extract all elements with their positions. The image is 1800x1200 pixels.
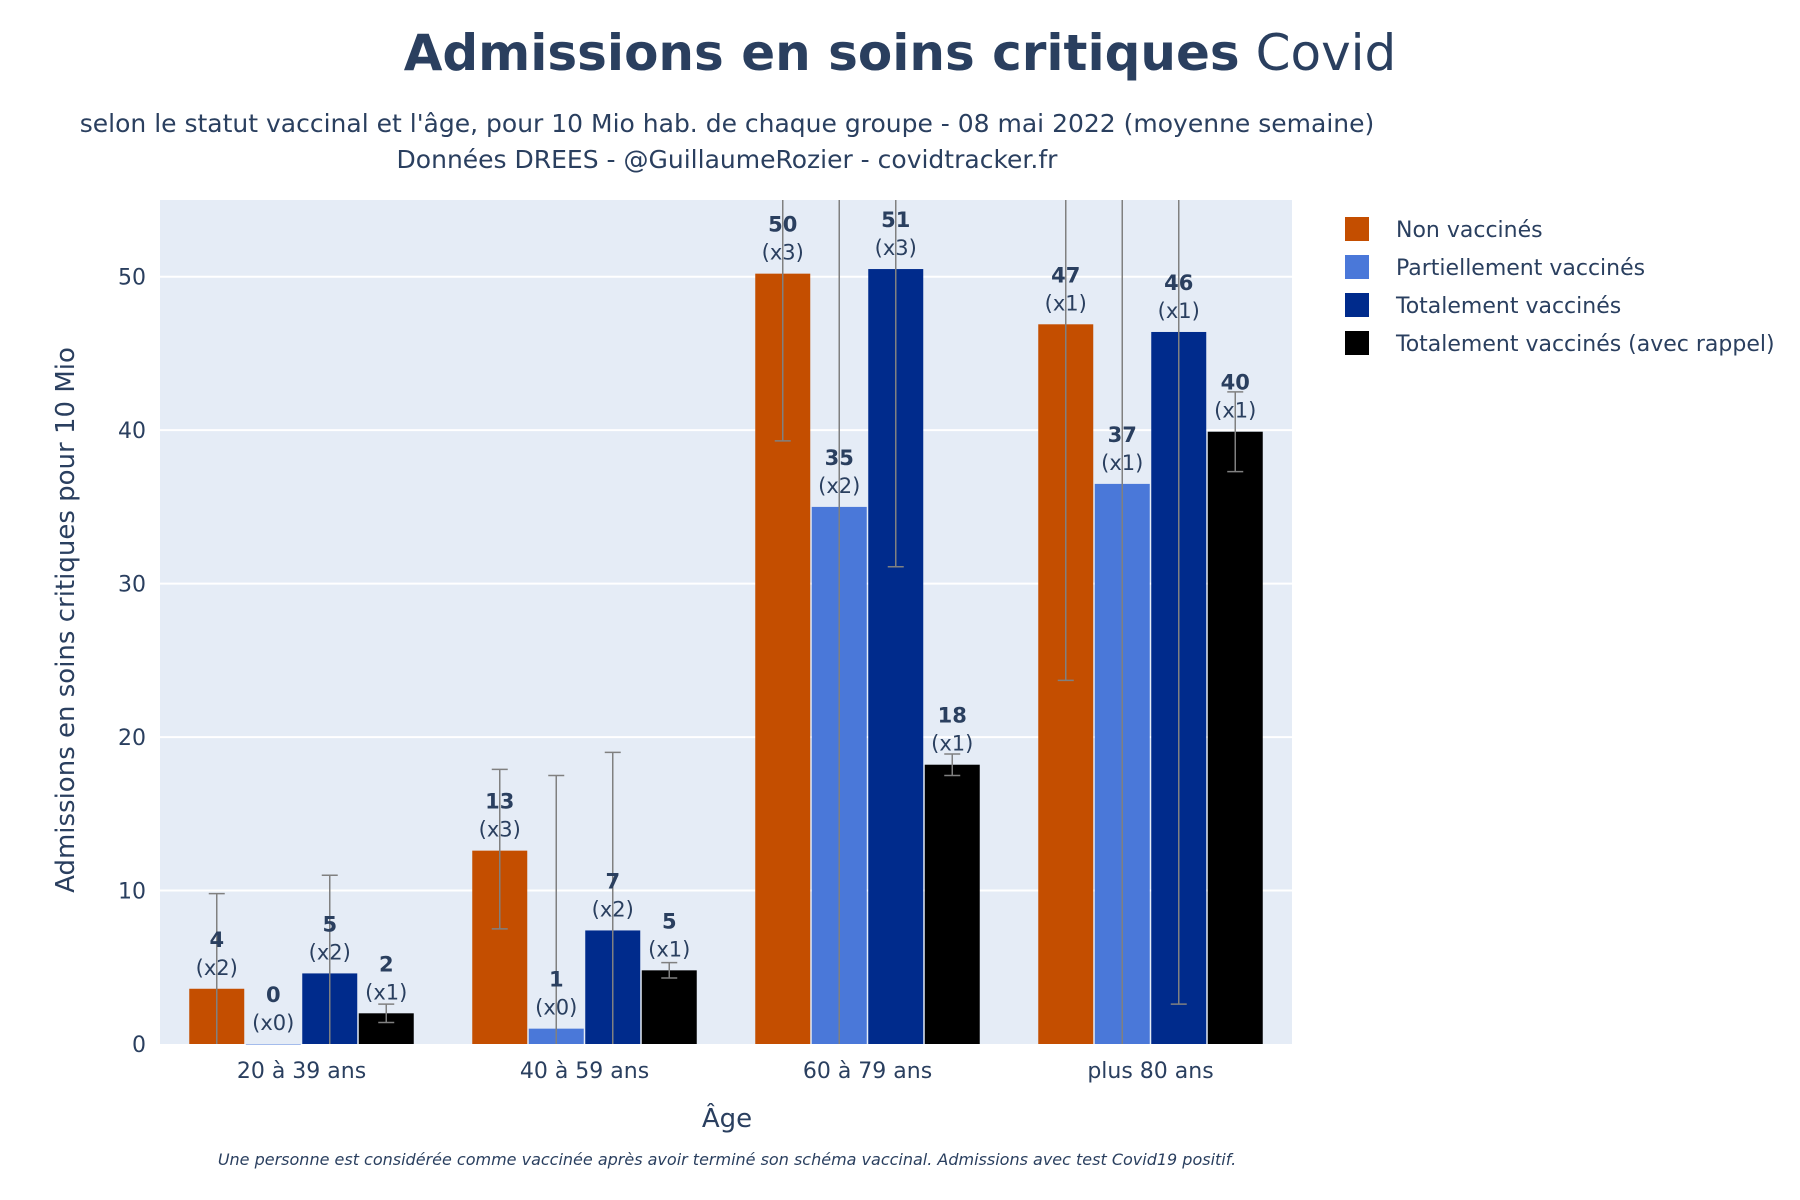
x-tick-label: 40 à 59 ans <box>520 1059 649 1084</box>
data-label-value: 18 <box>938 704 967 728</box>
data-label-value: 1 <box>549 968 564 992</box>
data-label-value: 2 <box>379 952 394 976</box>
data-label-value: 7 <box>605 869 620 893</box>
legend-item-label[interactable]: Totalement vaccinés <box>1395 294 1621 319</box>
data-label-ratio: (x3) <box>875 236 917 260</box>
data-label-value: 46 <box>1164 271 1193 295</box>
data-label-ratio: (x1) <box>365 980 407 1004</box>
data-label-value: 40 <box>1221 371 1250 395</box>
x-axis-title: Âge <box>702 1102 752 1134</box>
data-label-ratio: (x3) <box>479 818 521 842</box>
data-label-value: 5 <box>662 909 677 933</box>
data-label-ratio: (x1) <box>931 732 973 756</box>
data-label-value: 35 <box>825 446 854 470</box>
chart-subtitle-line1: selon le statut vaccinal et l'âge, pour … <box>80 109 1375 138</box>
y-tick-label: 10 <box>118 880 146 905</box>
bar <box>641 970 697 1044</box>
data-label-ratio: (x2) <box>818 474 860 498</box>
data-label-ratio: (x1) <box>1045 291 1087 315</box>
footnote: Une personne est considérée comme vaccin… <box>218 1150 1236 1169</box>
legend-swatch[interactable] <box>1345 293 1369 317</box>
legend-swatch[interactable] <box>1345 255 1369 279</box>
data-label-value: 47 <box>1051 263 1080 287</box>
data-label-ratio: (x1) <box>1214 399 1256 423</box>
legend-swatch[interactable] <box>1345 217 1369 241</box>
chart-title-bold: Admissions en soins critiques <box>404 24 1240 82</box>
data-label-value: 50 <box>768 213 797 237</box>
y-tick-label: 50 <box>118 266 146 291</box>
data-label-value: 4 <box>209 928 224 952</box>
data-label-value: 5 <box>322 912 337 936</box>
chart-title-regular: Covid <box>1256 24 1397 82</box>
y-axis-ticks: 0 10 20 30 40 50 <box>118 266 146 1058</box>
chart-subtitle-line2: Données DREES - @GuillaumeRozier - covid… <box>397 145 1059 174</box>
data-label-value: 37 <box>1108 423 1137 447</box>
data-labels: 4 (x2) 0 (x0) 5 (x2) 2 (x1) 13 (x3) 1 (x0) 7 (x2) 5 (x1… <box>196 208 1257 1035</box>
bar <box>245 1044 301 1045</box>
bar <box>1207 431 1263 1044</box>
y-tick-label: 40 <box>118 419 146 444</box>
data-label-ratio: (x2) <box>196 956 238 980</box>
error-bars <box>208 200 1244 1044</box>
y-tick-label: 0 <box>132 1033 146 1058</box>
x-tick-label: 20 à 39 ans <box>237 1059 366 1084</box>
data-label-ratio: (x0) <box>252 1011 294 1035</box>
data-label-ratio: (x2) <box>592 897 634 921</box>
y-axis-title: Admissions en soins critiques pour 10 Mi… <box>51 347 81 893</box>
data-label-ratio: (x3) <box>762 241 804 265</box>
data-label-ratio: (x2) <box>309 940 351 964</box>
data-label-ratio: (x1) <box>648 937 690 961</box>
x-tick-label: plus 80 ans <box>1087 1059 1213 1084</box>
y-tick-label: 30 <box>118 573 146 598</box>
legend-item-label[interactable]: Totalement vaccinés (avec rappel) <box>1395 332 1775 357</box>
bar <box>924 764 980 1044</box>
data-label-ratio: (x1) <box>1101 451 1143 475</box>
data-label-value: 0 <box>266 983 281 1007</box>
legend-item-label[interactable]: Partiellement vaccinés <box>1396 256 1645 281</box>
y-tick-label: 20 <box>118 726 146 751</box>
legend-swatch[interactable] <box>1345 331 1369 355</box>
legend-item-label[interactable]: Non vaccinés <box>1396 218 1543 243</box>
data-label-ratio: (x1) <box>1158 299 1200 323</box>
legend[interactable]: Non vaccinés Partiellement vaccinés Totale… <box>1345 217 1775 357</box>
data-label-value: 13 <box>485 790 514 814</box>
chart-title: Admissions en soins critiques Covid <box>404 24 1397 82</box>
x-tick-label: 60 à 79 ans <box>803 1059 932 1084</box>
x-axis-ticks: 20 à 39 ans 40 à 59 ans 60 à 79 ans plus 80… <box>237 1059 1214 1084</box>
data-label-value: 51 <box>881 208 910 232</box>
data-label-ratio: (x0) <box>535 996 577 1020</box>
